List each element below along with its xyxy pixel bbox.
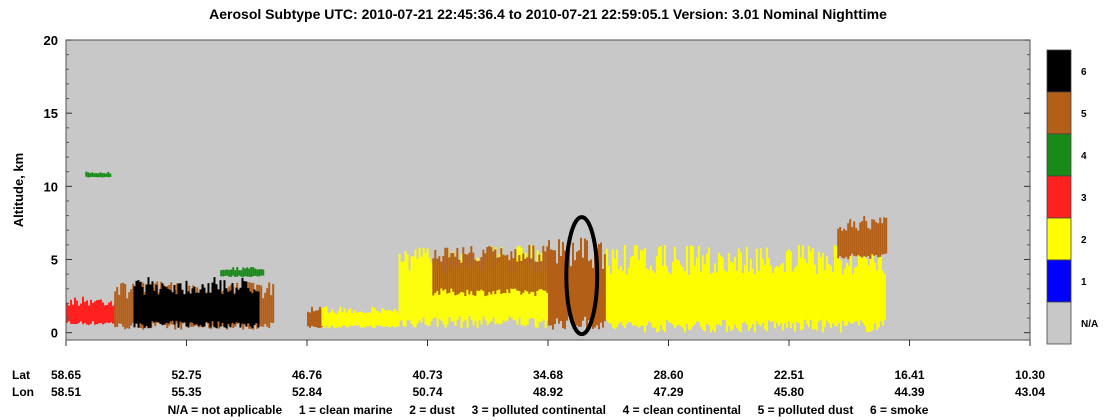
lon-tick-label: 58.51 [51, 385, 81, 399]
y-tick-label: 5 [51, 253, 58, 268]
lon-tick-label: 44.39 [894, 385, 924, 399]
lon-tick-label: 43.04 [1015, 385, 1045, 399]
lat-tick-label: 10.30 [1015, 368, 1045, 382]
annotation-ellipse [564, 215, 600, 337]
lon-tick-label: 52.84 [292, 385, 322, 399]
colorbar: 6 5 4 3 2 1 N/A [1046, 49, 1098, 345]
lat-row-label: Lat [12, 368, 30, 382]
aerosol-feature-clean-continental [220, 267, 265, 278]
aerosol-feature-dust [321, 306, 400, 329]
lon-row-label: Lon [12, 385, 34, 399]
lat-tick-label: 46.76 [292, 368, 322, 382]
colorbar-swatch-2 [1046, 217, 1072, 261]
aerosol-feature-polluted-continental [66, 296, 116, 326]
lat-tick-label: 52.75 [171, 368, 201, 382]
colorbar-swatch-6 [1046, 49, 1072, 93]
lat-tick-label: 28.60 [653, 368, 683, 382]
colorbar-swatch-N/A [1046, 301, 1072, 345]
aerosol-feature-polluted-dust [837, 216, 888, 260]
colorbar-label: 6 [1081, 67, 1087, 78]
colorbar-label: 2 [1081, 235, 1087, 246]
lon-tick-label: 50.74 [412, 385, 442, 399]
colorbar-swatch-4 [1046, 133, 1072, 177]
lat-tick-label: 40.73 [412, 368, 442, 382]
lat-tick-label: 58.65 [51, 368, 81, 382]
x-axis-labels: Lat Lon 58.65 58.51 52.75 55.35 46.76 52.84 40.7… [12, 340, 1045, 399]
colorbar-swatch-5 [1046, 91, 1072, 135]
y-tick-label: 15 [44, 106, 58, 121]
colorbar-label: 3 [1081, 193, 1087, 204]
lat-tick-label: 16.41 [894, 368, 924, 382]
y-axis-label: Altitude, km [11, 153, 26, 227]
lon-tick-label: 55.35 [171, 385, 201, 399]
colorbar-label: N/A [1081, 319, 1098, 330]
lon-tick-label: 47.29 [653, 385, 683, 399]
colorbar-swatch-1 [1046, 259, 1072, 303]
plot-area [65, 39, 1031, 341]
y-tick-label: 10 [44, 179, 58, 194]
aerosol-feature-clean-continental [85, 171, 112, 178]
colorbar-label: 1 [1081, 277, 1087, 288]
aerosol-feature-smoke [133, 277, 260, 329]
y-tick-label: 0 [51, 326, 58, 341]
chart-title: Aerosol Subtype UTC: 2010-07-21 22:45:36… [209, 6, 887, 22]
y-axis-ticks: 0 5 10 15 20 [44, 33, 1030, 341]
colorbar-label: 5 [1081, 109, 1087, 120]
lat-tick-label: 22.51 [774, 368, 804, 382]
colorbar-label: 4 [1081, 151, 1087, 162]
aerosol-feature-polluted-dust [432, 244, 549, 297]
class-legend-text: N/A = not applicable 1 = clean marine 2 … [168, 403, 929, 417]
lon-tick-label: 45.80 [774, 385, 804, 399]
lon-tick-label: 48.92 [533, 385, 563, 399]
colorbar-swatch-3 [1046, 175, 1072, 219]
aerosol-feature-dust [605, 244, 886, 333]
lat-tick-label: 34.68 [533, 368, 563, 382]
y-tick-label: 20 [44, 33, 58, 48]
